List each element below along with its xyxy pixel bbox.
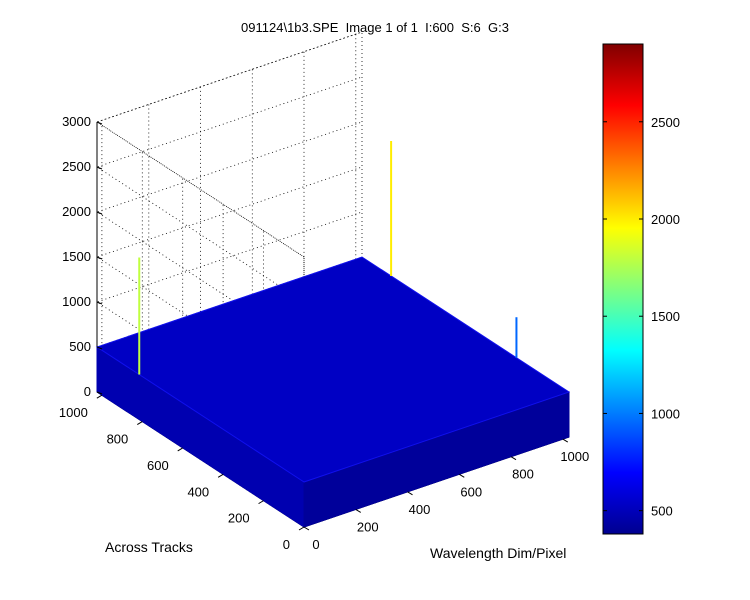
box-edge	[96, 121, 305, 258]
y-tick-label: 1000	[59, 405, 88, 420]
x-tick-label: 400	[409, 502, 431, 517]
z-tick	[96, 211, 103, 215]
grid-line-z	[96, 31, 363, 258]
x-tick	[562, 438, 569, 443]
x-tick	[355, 508, 362, 513]
colorbar-gradient	[602, 43, 644, 535]
surface-peaks	[138, 140, 518, 375]
x-tick-label: 1000	[560, 449, 589, 464]
colorbar-tick-label: 2500	[651, 115, 680, 130]
y-axis-label: Across Tracks	[105, 539, 193, 555]
z-tick-label: 2000	[62, 204, 91, 219]
y-tick	[217, 473, 224, 478]
axis-ticks: 0500100015002000250030000200400600800100…	[59, 114, 589, 552]
y-tick	[298, 526, 305, 531]
colorbar-tick-label: 2000	[651, 212, 680, 227]
z-tick	[96, 256, 103, 260]
x-tick-label: 0	[312, 537, 319, 552]
y-tick-label: 0	[283, 537, 290, 552]
z-tick	[96, 391, 103, 395]
colorbar: 500 1000 1500 2000 2500	[602, 43, 680, 535]
x-tick-label: 600	[460, 484, 482, 499]
colorbar-tick-label: 1500	[651, 309, 680, 324]
surface-top	[95, 256, 571, 483]
z-tick-label: 3000	[62, 114, 91, 129]
z-tick	[96, 346, 103, 350]
x-tick	[303, 526, 310, 531]
x-tick	[459, 473, 465, 478]
x-tick	[407, 491, 413, 496]
colorbar-tick-label: 500	[651, 504, 673, 519]
z-tick	[96, 121, 103, 125]
z-tick-label: 1000	[62, 294, 91, 309]
x-tick-label: 200	[357, 519, 379, 534]
y-tick	[137, 421, 143, 425]
y-tick-label: 600	[147, 458, 169, 473]
colorbar-tick-label: 1000	[651, 406, 680, 421]
y-tick	[177, 447, 183, 452]
box-edge	[96, 31, 363, 123]
z-tick	[96, 166, 103, 170]
y-tick-label: 800	[107, 432, 129, 447]
x-axis-label: Wavelength Dim/Pixel	[430, 545, 567, 561]
z-tick	[96, 301, 103, 305]
x-tick	[510, 456, 517, 461]
z-tick-label: 500	[69, 339, 91, 354]
z-tick-label: 2500	[62, 159, 91, 174]
surface-plot	[95, 256, 571, 528]
y-tick-label: 400	[187, 484, 209, 499]
grid-line-z	[96, 76, 363, 303]
y-tick-label: 200	[228, 511, 250, 526]
z-tick-label: 1500	[62, 249, 91, 264]
y-tick	[258, 500, 264, 505]
y-tick	[96, 394, 103, 399]
chart-title: 091124\1b3.SPE Image 1 of 1 I:600 S:6 G:…	[241, 20, 509, 35]
x-tick-label: 800	[512, 467, 534, 482]
z-tick-label: 0	[84, 384, 91, 399]
